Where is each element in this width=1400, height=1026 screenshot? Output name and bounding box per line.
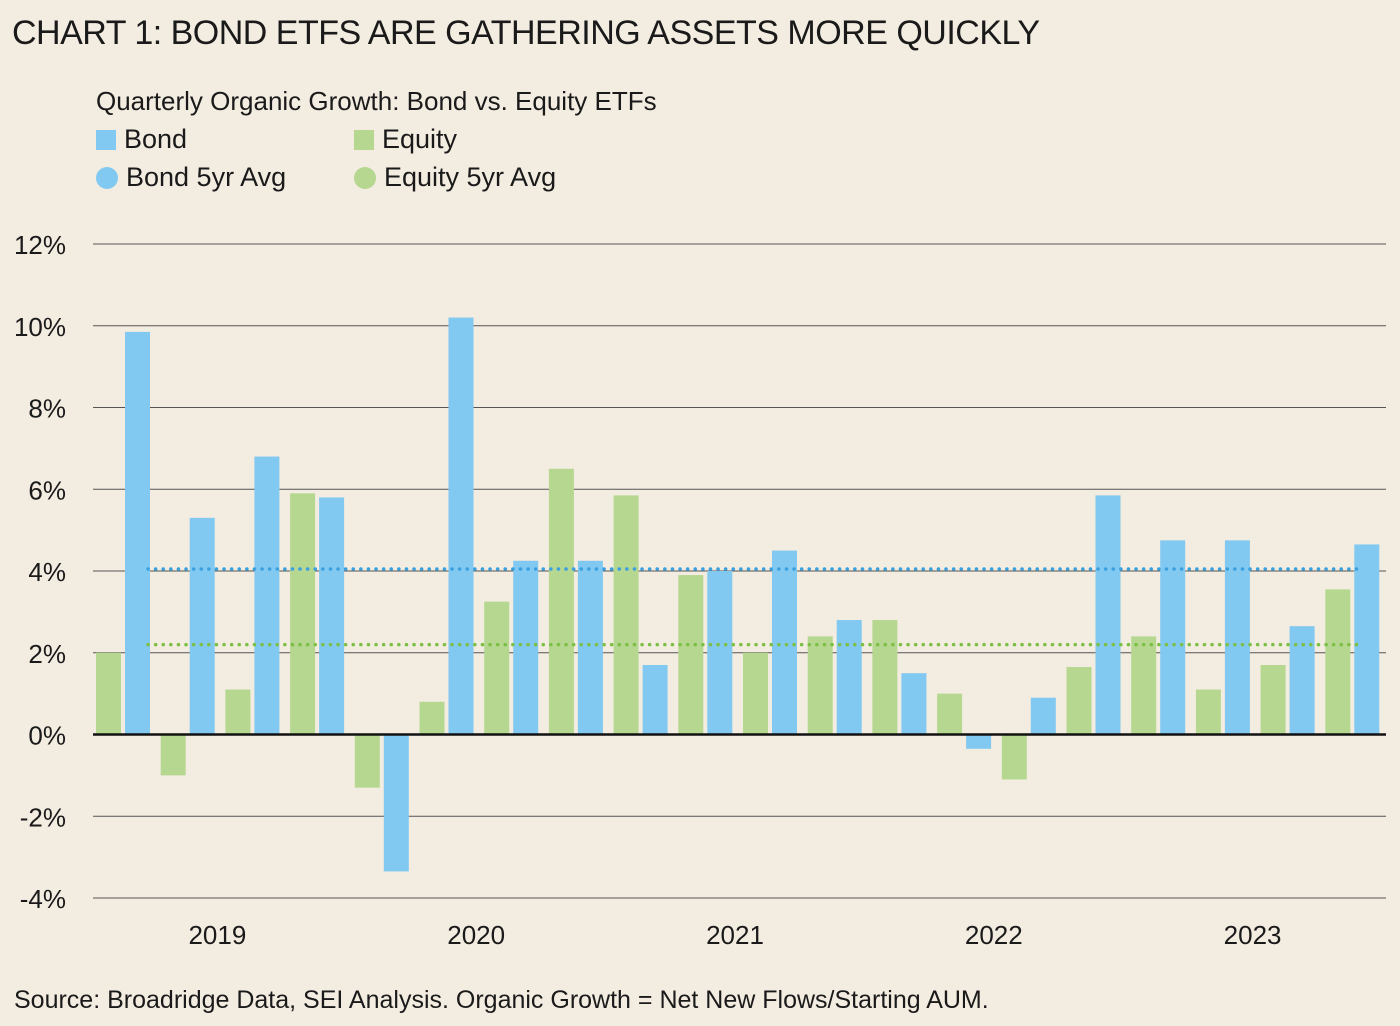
bar-chart: 12% 10% 8% 6% 4% 2% 0% -2% -4% 2019 2020 2021 2022 20… — [14, 230, 1386, 950]
bond-bar — [642, 665, 668, 735]
y-tick-label: 4% — [28, 557, 66, 587]
legend-item-equity: Equity — [354, 124, 457, 155]
bond-bar — [577, 560, 603, 735]
bond-bar — [1095, 495, 1121, 735]
bond-bar — [125, 331, 150, 735]
equity-bar — [743, 652, 768, 735]
bond-bar — [836, 620, 862, 735]
bond-bar — [513, 560, 539, 735]
legend-swatch-bond — [96, 129, 116, 150]
legend-marker-equity-avg — [354, 166, 376, 189]
equity-bar — [225, 689, 251, 735]
chart-subtitle: Quarterly Organic Growth: Bond vs. Equit… — [96, 86, 657, 116]
equity-bar — [613, 495, 639, 735]
equity-bar — [290, 493, 316, 735]
bond-bar — [448, 317, 474, 735]
x-tick-label: 2019 — [188, 920, 246, 950]
bond-bar — [772, 550, 797, 735]
equity-bar — [1131, 636, 1157, 735]
source-note: Source: Broadridge Data, SEI Analysis. O… — [14, 986, 989, 1014]
x-tick-label: 2020 — [447, 920, 505, 950]
equity-bar — [1066, 667, 1092, 735]
legend-label-equity-avg: Equity 5yr Avg — [384, 162, 557, 192]
equity-bar — [1195, 689, 1221, 735]
y-tick-label: -4% — [20, 884, 66, 914]
legend-item-equity-avg: Equity 5yr Avg — [354, 162, 556, 193]
bond-bar — [189, 517, 215, 735]
equity-bar — [1325, 589, 1351, 735]
equity-bar — [937, 693, 963, 735]
bond-bar — [1030, 697, 1056, 735]
equity-bar — [872, 620, 898, 735]
legend-label-equity: Equity — [382, 124, 458, 154]
equity-bar — [354, 734, 380, 788]
legend-swatch-equity — [354, 129, 374, 150]
legend-item-bond-avg: Bond 5yr Avg — [96, 162, 286, 193]
y-tick-label: 0% — [28, 721, 66, 751]
legend-label-bond-avg: Bond 5yr Avg — [126, 162, 287, 192]
legend-item-bond: Bond — [96, 124, 187, 155]
equity-bar — [484, 601, 510, 735]
equity-bar — [160, 734, 186, 776]
bond-bar — [383, 734, 409, 872]
x-tick-label: 2023 — [1224, 920, 1282, 950]
x-tick-label: 2021 — [706, 920, 764, 950]
equity-bar — [548, 468, 574, 735]
bond-bar — [319, 497, 345, 735]
y-tick-label: -2% — [20, 802, 66, 832]
chart-title: CHART 1: BOND ETFS ARE GATHERING ASSETS … — [12, 14, 1040, 52]
y-tick-label: 10% — [14, 312, 66, 342]
y-tick-label: 12% — [14, 230, 66, 260]
equity-bar — [96, 652, 121, 735]
legend-label-bond: Bond — [124, 124, 188, 154]
y-tick-label: 6% — [28, 475, 66, 505]
equity-bar — [1260, 665, 1286, 735]
equity-bar — [419, 701, 445, 735]
x-tick-label: 2022 — [965, 920, 1023, 950]
bond-bar — [1224, 540, 1250, 735]
bond-bar — [1289, 626, 1315, 735]
legend-marker-bond-avg — [96, 166, 118, 189]
bond-bar — [1160, 540, 1186, 735]
bond-bar — [707, 571, 733, 735]
bond-bar — [966, 734, 992, 749]
y-tick-label: 2% — [28, 639, 66, 669]
y-tick-label: 8% — [28, 394, 66, 424]
equity-bar — [807, 636, 833, 735]
bond-bar — [901, 673, 927, 735]
equity-bar — [1001, 734, 1027, 780]
bond-bar — [254, 456, 280, 735]
equity-bar — [678, 575, 704, 735]
bond-bar — [1354, 544, 1380, 735]
